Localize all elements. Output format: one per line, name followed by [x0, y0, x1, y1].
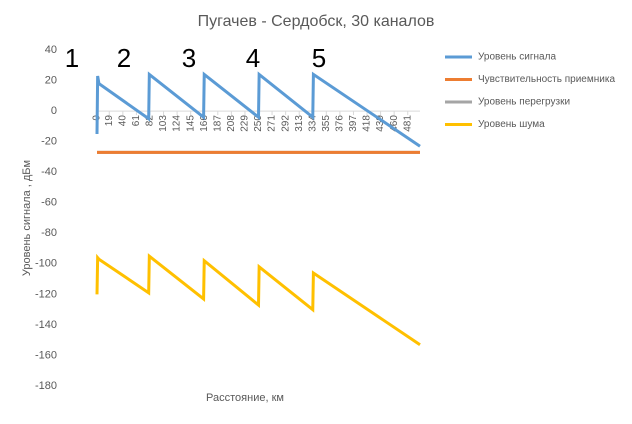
x-tick-label: 61: [131, 115, 142, 127]
annotation: 1: [65, 43, 79, 73]
annotation: 4: [246, 43, 260, 73]
y-tick-label: 40: [45, 44, 57, 56]
annotation: 2: [117, 43, 131, 73]
x-tick-label: 313: [294, 115, 305, 132]
x-tick-label: 229: [240, 115, 251, 132]
x-tick-label: 376: [335, 115, 346, 132]
legend-label: Уровень шума: [478, 119, 545, 130]
legend-label: Уровень сигнала: [478, 52, 556, 63]
annotations: 1 2 3 4 5: [65, 43, 326, 73]
y-tick-label: -140: [35, 319, 57, 331]
y-tick-label: -20: [41, 136, 57, 148]
series-line: [95, 71, 421, 148]
y-tick-label: -60: [41, 197, 57, 209]
x-tick-label: 124: [172, 115, 183, 132]
y-tick-label: -80: [41, 227, 57, 239]
x-tick-label: 145: [185, 115, 196, 132]
x-tick-label: 439: [375, 115, 386, 132]
x-tick-label: 397: [348, 115, 359, 132]
x-tick-label: 271: [267, 115, 278, 132]
y-tick-label: -120: [35, 288, 57, 300]
annotation: 5: [312, 43, 326, 73]
y-tick-label: -180: [35, 380, 57, 392]
legend-label: Чувствительность приемника: [478, 74, 615, 85]
x-tick-label: 334: [307, 115, 318, 132]
x-tick-label: 250: [253, 115, 264, 132]
x-tick-label: 418: [362, 115, 373, 132]
x-tick-label: 481: [402, 115, 413, 132]
y-tick-label: -40: [41, 166, 57, 178]
y-tick-label: 0: [51, 105, 57, 117]
x-tick-label: 40: [117, 115, 128, 127]
x-axis-label: Расстояние, км: [206, 392, 284, 404]
x-tick-label: 460: [389, 115, 400, 132]
y-tick-label: -100: [35, 258, 57, 270]
x-tick-label: 166: [199, 115, 210, 132]
x-tick-label: 103: [158, 115, 169, 132]
y-tick-label: 20: [45, 74, 57, 86]
series-line: [95, 253, 421, 347]
legend-label: Уровень перегрузки: [478, 97, 570, 108]
x-tick-label: 355: [321, 115, 332, 132]
x-tick-label: 292: [280, 115, 291, 132]
x-tick-label: 208: [226, 115, 237, 132]
y-tick-label: -160: [35, 349, 57, 361]
x-tick-label: 19: [104, 115, 115, 127]
x-tick-label: 187: [212, 115, 223, 132]
annotation: 3: [182, 43, 196, 73]
y-axis-label: Уровень сигнала , дБм: [21, 160, 33, 276]
chart-title: Пугачев - Сердобск, 30 каналов: [198, 13, 435, 30]
